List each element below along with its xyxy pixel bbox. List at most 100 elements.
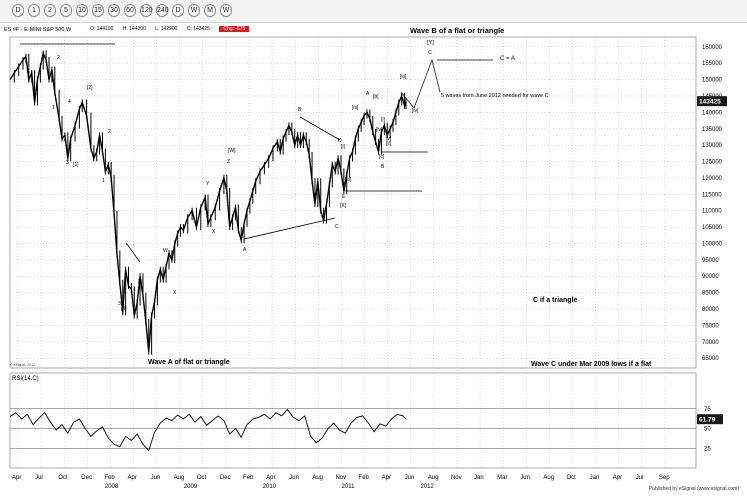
x-tick-label: Apr — [266, 475, 275, 481]
chart-annotation: W — [163, 248, 168, 254]
y-tick-label: 140000 — [702, 110, 723, 116]
timeframe-button[interactable]: M — [204, 4, 216, 17]
chart-annotation: 4 — [68, 99, 71, 105]
y-tick-label: 115000 — [702, 192, 722, 198]
timeframe-button[interactable]: 2 — [44, 4, 56, 17]
chart-annotation: X — [173, 290, 177, 296]
ohlc-readout: O: 144100 H: 144300 L: 142900 C: 143425 … — [90, 26, 257, 32]
y-tick-label: 160000 — [702, 45, 723, 51]
x-tick-label: Jun — [151, 475, 161, 481]
last-price-label: 143425 — [699, 99, 721, 106]
chart-annotation: Wave B of a flat or triangle — [410, 26, 504, 35]
chart-annotation: [i] — [341, 144, 346, 150]
y-tick-label: 65000 — [702, 356, 719, 362]
trend-line — [125, 242, 141, 263]
timeframe-button[interactable]: 30 — [108, 4, 120, 17]
chart-annotation: [4] — [138, 279, 144, 285]
chart-annotation: Z — [227, 159, 230, 165]
chart-annotation: [iii] — [345, 177, 352, 183]
timeframe-button[interactable]: 5 — [60, 4, 72, 17]
rsi-tick-label: 25 — [704, 446, 711, 452]
chart-annotation: [v] — [386, 136, 392, 142]
rsi-line — [9, 408, 407, 452]
chart-annotation: Wave A of flat or triangle — [148, 359, 230, 366]
chart-annotation: 3 — [118, 301, 121, 307]
y-tick-label: 95000 — [702, 258, 719, 264]
change-value: Chg: -675 — [219, 26, 250, 32]
open-value: O: 144100 — [90, 26, 114, 32]
x-tick-label: Jun — [405, 475, 415, 481]
timeframe-button[interactable]: D — [12, 4, 24, 17]
chart-annotation: E — [342, 194, 346, 200]
chart-annotation: 3 — [66, 160, 69, 166]
x-tick-label: Feb — [104, 475, 115, 481]
x-tick-label: Apr — [613, 475, 622, 481]
y-tick-label: 130000 — [702, 143, 723, 149]
rsi-label: RSI(14,C) — [12, 376, 39, 382]
toolbar: D 1 2 5 10 15 30 60 120 240 D W M W — [0, 0, 747, 23]
rsi-last-badge — [697, 414, 723, 425]
x-tick-label: Jul — [35, 475, 43, 481]
close-value: C: 143425 — [186, 26, 210, 32]
chart-annotation: A — [243, 247, 247, 253]
chart-annotation: C if a triangle — [533, 297, 577, 304]
x-tick-label: Nov — [335, 475, 346, 481]
chart-annotation: C — [335, 224, 339, 230]
chart-annotation: 1 — [52, 105, 55, 111]
publisher-note: Published by eSignal (www.esignal.com) — [648, 486, 739, 492]
chart-annotation: [iv] — [376, 127, 383, 133]
timeframe-button[interactable]: D — [172, 4, 184, 17]
y-tick-label: 100000 — [702, 241, 723, 247]
chart-annotation: [1] — [73, 162, 79, 168]
chart-annotation: Y — [206, 181, 210, 187]
x-tick-label: Oct — [58, 475, 68, 481]
timeframe-button[interactable]: 15 — [92, 4, 104, 17]
chart-annotation: [iii] — [352, 105, 359, 111]
timeframe-button[interactable]: 120 — [140, 4, 153, 17]
projection-path — [400, 58, 441, 109]
chart-annotation: B — [298, 107, 302, 113]
chart-annotation: [iv] — [412, 108, 419, 114]
x-tick-label: Dec — [81, 475, 92, 481]
timeframe-button[interactable]: 1 — [28, 4, 40, 17]
y-tick-label: 85000 — [702, 291, 719, 297]
chart-annotation: 2 — [57, 55, 60, 61]
timeframe-button[interactable]: W — [188, 4, 200, 17]
trend-line — [243, 217, 336, 240]
timeframe-button[interactable]: W — [220, 4, 232, 17]
x-year-label: 2012 — [420, 484, 434, 490]
x-tick-label: Apr — [12, 475, 21, 481]
chart-annotation: [ii] — [386, 141, 392, 147]
x-tick-label: Mar — [497, 475, 507, 481]
rsi-last-label: 61.79 — [699, 417, 716, 424]
copyright: © eSignal, 2012 — [10, 363, 35, 367]
rsi-tick-label: 75 — [704, 407, 711, 413]
chart-annotation: [Y] — [427, 40, 434, 46]
chart-annotation: [iii] — [400, 74, 407, 80]
timeframe-button[interactable]: 10 — [76, 4, 88, 17]
chart-annotation: B — [381, 164, 385, 170]
high-value: H: 144300 — [122, 26, 146, 32]
chart-annotation: C — [428, 50, 432, 56]
x-tick-label: Aug — [312, 475, 323, 481]
chart-annotation: 5 waves from June 2012 needed for wave C — [441, 93, 549, 99]
chart-annotation: [3] — [121, 306, 127, 312]
x-tick-label: Apr — [382, 475, 391, 481]
y-tick-label: 90000 — [702, 274, 719, 280]
x-tick-label: Aug — [428, 475, 439, 481]
y-tick-label: 135000 — [702, 127, 723, 133]
x-tick-label: Jan — [590, 475, 600, 481]
x-year-label: 2010 — [263, 484, 277, 490]
timeframe-button[interactable]: 60 — [124, 4, 136, 17]
chart-annotation: 2 — [108, 129, 111, 135]
timeframe-button[interactable]: 240 — [156, 4, 169, 17]
last-price-badge — [697, 96, 727, 107]
x-tick-label: Jul — [636, 475, 644, 481]
rsi-panel-frame — [9, 372, 697, 469]
chart-annotation: [W] — [228, 148, 236, 154]
x-tick-label: Nov — [451, 475, 462, 481]
x-year-label: 2009 — [184, 484, 198, 490]
x-tick-label: Jun — [520, 475, 530, 481]
price-series-line — [9, 51, 407, 352]
y-tick-label: 105000 — [702, 225, 723, 231]
